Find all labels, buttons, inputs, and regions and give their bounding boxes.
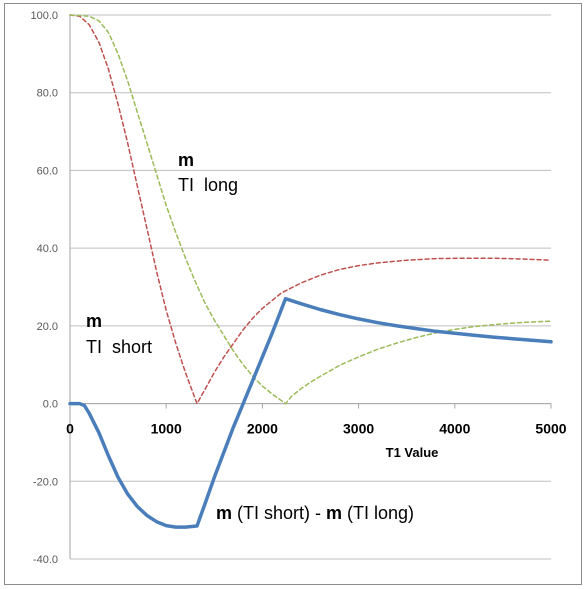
y-tick-label: 60.0: [37, 165, 58, 177]
annotation-ti-long-text: TI long: [178, 175, 238, 195]
annotation-ti-short-m: m: [86, 311, 102, 331]
gridlines: [70, 14, 551, 560]
annotation-ti-long-m: m: [178, 150, 194, 170]
y-tick-labels: 100.0 80.0 60.0 40.0 20.0 0.0 -20.0 -40.0: [30, 10, 58, 566]
x-tick-label: 2000: [247, 421, 278, 437]
series-line-difference: [68, 296, 553, 529]
y-tick-label: 0.0: [43, 399, 58, 411]
x-tick-label: 3000: [343, 421, 374, 437]
y-tick-label: 40.0: [37, 243, 58, 255]
annotation-ti-short-text: TI short: [86, 337, 152, 357]
y-tick-label: 80.0: [37, 88, 58, 100]
x-tick-label: 5000: [535, 421, 566, 437]
series-lines: [68, 14, 553, 529]
annotation-difference-end: (TI long): [342, 503, 414, 523]
annotation-ti-long: m TI long: [178, 150, 238, 195]
annotation-difference-m1: m: [216, 503, 232, 523]
x-tick-label: 4000: [439, 421, 470, 437]
series-line-ti_short: [69, 14, 552, 405]
annotation-ti-short: m TI short: [86, 311, 152, 357]
chart-frame: [4, 3, 582, 585]
x-tick-label: 1000: [151, 421, 182, 437]
annotation-difference-mid: (TI short) -: [232, 503, 326, 523]
x-axis-label: T1 Value: [386, 445, 439, 460]
annotation-difference: m (TI short) - m (TI long): [216, 503, 414, 523]
y-tick-label: 100.0: [30, 10, 58, 22]
x-tick-label: 0: [66, 421, 74, 437]
y-tick-label: -20.0: [33, 476, 58, 488]
y-tick-label: 20.0: [37, 321, 58, 333]
x-axis: 0 1000 2000 3000 4000 5000 T1 Value: [66, 15, 567, 559]
annotation-difference-m2: m: [326, 503, 342, 523]
series-line-ti_long: [69, 14, 552, 405]
y-tick-label: -40.0: [33, 554, 58, 566]
